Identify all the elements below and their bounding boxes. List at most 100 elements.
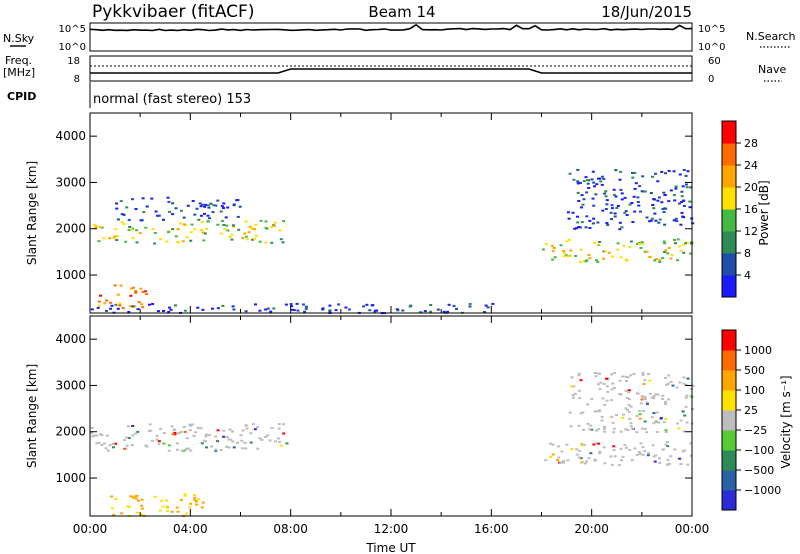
data-cell [684,396,688,399]
data-cell [654,420,658,423]
data-cell [638,210,642,213]
data-cell [577,456,581,459]
data-cell [176,442,179,445]
data-cell [171,213,175,216]
data-cell [664,172,667,175]
data-cell [599,180,603,183]
data-cell [586,422,590,425]
data-cell [593,185,596,188]
data-cell [241,236,245,239]
data-cell [666,459,670,462]
data-cell [618,228,622,231]
data-cell [667,374,671,377]
data-cell [609,455,613,458]
data-cell [549,442,552,445]
data-cell [328,310,332,313]
data-cell [172,428,176,431]
data-cell [605,399,609,402]
data-cell [634,182,638,185]
data-cell [678,457,682,460]
data-cell [562,250,566,252]
data-cell [183,309,187,312]
data-cell [184,449,187,451]
data-cell [642,383,646,385]
data-cell [243,441,247,444]
data-cell [595,259,599,262]
data-cell [106,449,110,452]
data-cell [680,201,684,203]
data-cell [566,211,570,214]
data-cell [157,310,160,313]
colorbar-tick-label: −100 [744,444,774,457]
data-cell [102,237,106,240]
nsky-tick-top: 10^5 [59,24,86,35]
data-cell [620,192,624,195]
data-cell [200,203,204,206]
data-cell [290,305,293,308]
data-cell [688,200,692,203]
data-cell [580,221,584,224]
data-cell [290,308,294,311]
data-cell [649,192,653,194]
data-cell [167,200,171,203]
data-cell [125,436,129,439]
data-cell [586,403,590,406]
data-cell [131,286,135,289]
data-cell [150,197,154,200]
data-cell [279,238,283,241]
data-cell [635,415,639,418]
power-colorbar-label: Power [dB] [757,180,771,245]
data-cell [133,305,137,308]
data-cell [686,377,690,380]
data-cell [662,421,666,424]
colorbar-segment [722,370,736,391]
data-cell [125,206,129,209]
data-cell [182,216,186,219]
data-cell [296,309,300,312]
data-cell [580,461,584,464]
x-tick-label: 00:00 [73,522,108,536]
data-cell [244,310,248,313]
data-cell [255,234,258,237]
data-cell [232,446,236,449]
data-cell [664,401,667,403]
data-cell [598,372,601,375]
data-cell [188,506,191,509]
data-cell [605,385,609,388]
data-cell [224,216,228,219]
data-cell [256,447,260,450]
velocity-colorbar-label: Velocity [m s⁻¹] [779,375,793,468]
data-cell [595,410,599,413]
data-cell [277,437,280,440]
data-cell [99,294,103,297]
data-cell [216,199,220,202]
data-cell [612,431,616,434]
data-cell [575,448,579,451]
data-cell [639,247,643,249]
data-cell [597,428,601,430]
data-cell [587,253,591,256]
data-cell [190,423,194,426]
data-cell [579,457,583,460]
data-cell [401,309,405,312]
data-cell [373,309,377,312]
date-title: 18/Jun/2015 [601,3,692,21]
data-cell [254,303,257,306]
data-cell [199,205,203,208]
data-cell [664,249,668,252]
data-cell [650,217,654,220]
data-cell [688,206,692,209]
data-cell [304,305,308,308]
x-tick-label: 16:00 [474,522,509,536]
colorbar-tick-label: 100 [744,384,765,397]
data-cell [162,442,166,445]
data-cell [225,436,229,439]
data-cell [186,447,190,450]
data-cell [571,211,575,214]
data-cell [618,393,622,395]
data-cell [675,220,679,223]
data-cell [662,191,666,194]
data-cell [110,495,114,498]
data-cell [115,235,119,237]
data-cell [580,194,584,197]
